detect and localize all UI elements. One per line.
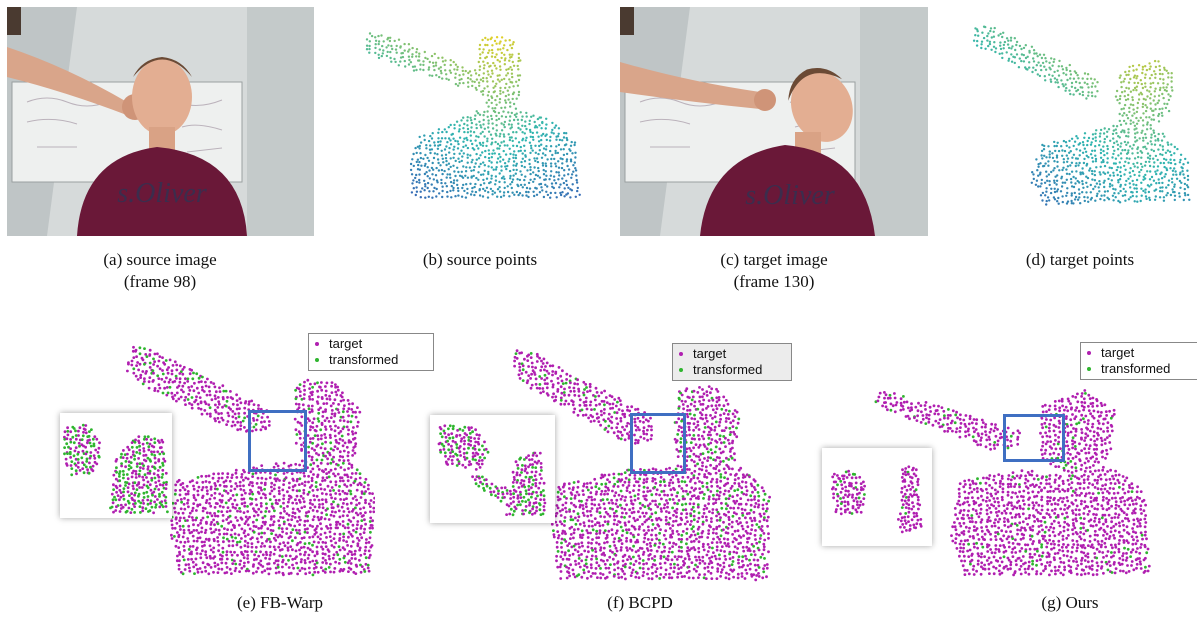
legend-row-transformed-f: transformed [679,362,785,378]
source-cloud-points [365,32,581,199]
transformed-marker-g [1087,367,1091,371]
target-marker [315,342,319,346]
ours-inset [822,448,932,546]
ours-plot [870,385,1165,580]
fbwarp-legend: target transformed [308,333,434,371]
bcpd-inset-points [437,424,547,517]
caption-g-line1: (g) Ours [1041,593,1099,612]
caption-g: (g) Ours [970,592,1170,614]
transformed-marker [315,358,319,362]
target-image: s.Oliver [620,7,928,236]
caption-e-line1: (e) FB-Warp [237,593,323,612]
fbwarp-cloud-points [126,345,375,577]
fbwarp-zoom-box [248,410,307,472]
bcpd-inset [430,415,555,523]
bcpd-zoom-box [630,413,686,474]
legend-row-target: target [315,336,427,352]
legend-target-label-f: target [693,346,727,361]
caption-a: (a) source image (frame 98) [60,249,260,293]
legend-row-transformed-g: transformed [1087,361,1197,377]
ours-zoom-box [1003,414,1065,462]
legend-transformed-label-f: transformed [693,362,763,377]
legend-transformed-label-g: transformed [1101,361,1171,376]
legend-row-transformed: transformed [315,352,427,368]
caption-f: (f) BCPD [540,592,740,614]
legend-transformed-label: transformed [329,352,399,367]
caption-f-line1: (f) BCPD [607,593,673,612]
target-marker-f [679,352,683,356]
bcpd-legend: target transformed [672,343,792,381]
caption-b: (b) source points [380,249,580,271]
shirt-logo: s.Oliver [117,178,207,209]
legend-target-label-g: target [1101,345,1135,360]
ours-cloud-points [874,389,1151,577]
transformed-marker-f [679,368,683,372]
target-cloud-points [972,25,1191,206]
caption-a-line1: (a) source image [103,250,217,269]
caption-a-line2: (frame 98) [123,272,197,291]
legend-target-label: target [329,336,363,351]
caption-d-line1: (d) target points [1025,250,1135,269]
fbwarp-inset-points [63,423,169,515]
ours-legend: target transformed [1080,342,1197,380]
legend-row-target-f: target [679,346,785,362]
caption-c: (c) target image (frame 130) [674,249,874,293]
target-points-plot [970,20,1195,215]
caption-c-line2: (frame 130) [733,272,815,291]
caption-d: (d) target points [980,249,1180,271]
caption-e: (e) FB-Warp [180,592,380,614]
legend-row-target-g: target [1087,345,1197,361]
caption-c-line1: (c) target image [720,250,828,269]
source-image: s.Oliver [7,7,314,236]
ours-inset-points [831,465,923,534]
fbwarp-plot [120,340,375,585]
target-marker-g [1087,351,1091,355]
shirt-logo-target: s.Oliver [745,180,835,211]
fbwarp-inset [60,413,172,518]
caption-b-line1: (b) source points [422,250,538,269]
source-points-plot [362,28,592,208]
